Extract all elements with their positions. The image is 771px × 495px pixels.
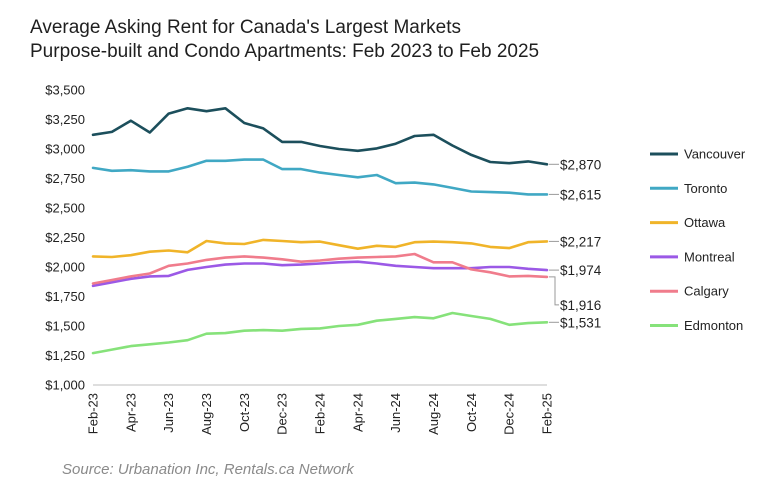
x-tick-label: Oct-23 — [237, 393, 252, 432]
legend-label-calgary: Calgary — [684, 284, 729, 299]
x-tick-label: Dec-24 — [502, 393, 517, 435]
legend-label-edmonton: Edmonton — [684, 318, 743, 333]
series-line-ottawa — [91, 238, 549, 259]
chart-title: Average Asking Rent for Canada's Largest… — [30, 16, 539, 64]
x-tick-label: Jun-24 — [388, 393, 403, 433]
y-tick-label: $1,750 — [45, 289, 85, 304]
end-label-montreal: $1,974 — [560, 263, 602, 278]
y-tick-label: $2,000 — [45, 260, 85, 275]
end-label-calgary: $1,916 — [560, 298, 601, 313]
x-tick-label: Apr-23 — [123, 393, 138, 432]
series-line-edmonton — [91, 311, 549, 355]
y-tick-label: $3,000 — [45, 142, 85, 157]
x-tick-label: Feb-25 — [540, 393, 555, 434]
x-tick-label: Oct-24 — [464, 393, 479, 432]
y-tick-label: $3,500 — [45, 83, 85, 98]
x-tick-label: Dec-23 — [275, 393, 290, 435]
y-tick-label: $1,500 — [45, 319, 85, 334]
y-tick-label: $2,500 — [45, 201, 85, 216]
end-label-toronto: $2,615 — [560, 187, 601, 202]
source-note: Source: Urbanation Inc, Rentals.ca Netwo… — [62, 461, 354, 478]
legend-label-toronto: Toronto — [684, 181, 727, 196]
end-label-ottawa: $2,217 — [560, 234, 601, 249]
series-line-montreal — [91, 260, 549, 288]
y-tick-label: $1,250 — [45, 348, 85, 363]
y-tick-label: $1,000 — [45, 378, 85, 393]
legend-label-montreal: Montreal — [684, 249, 735, 264]
x-tick-label: Apr-24 — [350, 393, 365, 432]
legend-label-ottawa: Ottawa — [684, 215, 726, 230]
end-label-connector — [549, 276, 559, 306]
legend-label-vancouver: Vancouver — [684, 147, 746, 162]
y-tick-label: $2,250 — [45, 230, 85, 245]
x-tick-label: Feb-24 — [313, 393, 328, 434]
end-label-edmonton: $1,531 — [560, 315, 601, 330]
x-tick-label: Jun-23 — [161, 393, 176, 433]
series-line-calgary — [91, 252, 549, 285]
y-tick-label: $2,750 — [45, 171, 85, 186]
x-tick-label: Aug-23 — [199, 393, 214, 435]
series-line-vancouver — [91, 107, 549, 166]
chart-title-line-1: Average Asking Rent for Canada's Largest… — [30, 17, 462, 38]
x-tick-label: Aug-24 — [426, 393, 441, 435]
chart-title-line-2: Purpose-built and Condo Apartments: Feb … — [30, 41, 540, 62]
end-label-vancouver: $2,870 — [560, 157, 601, 172]
series-line-toronto — [91, 158, 549, 196]
y-tick-label: $3,250 — [45, 112, 85, 127]
x-tick-label: Feb-23 — [86, 393, 101, 434]
